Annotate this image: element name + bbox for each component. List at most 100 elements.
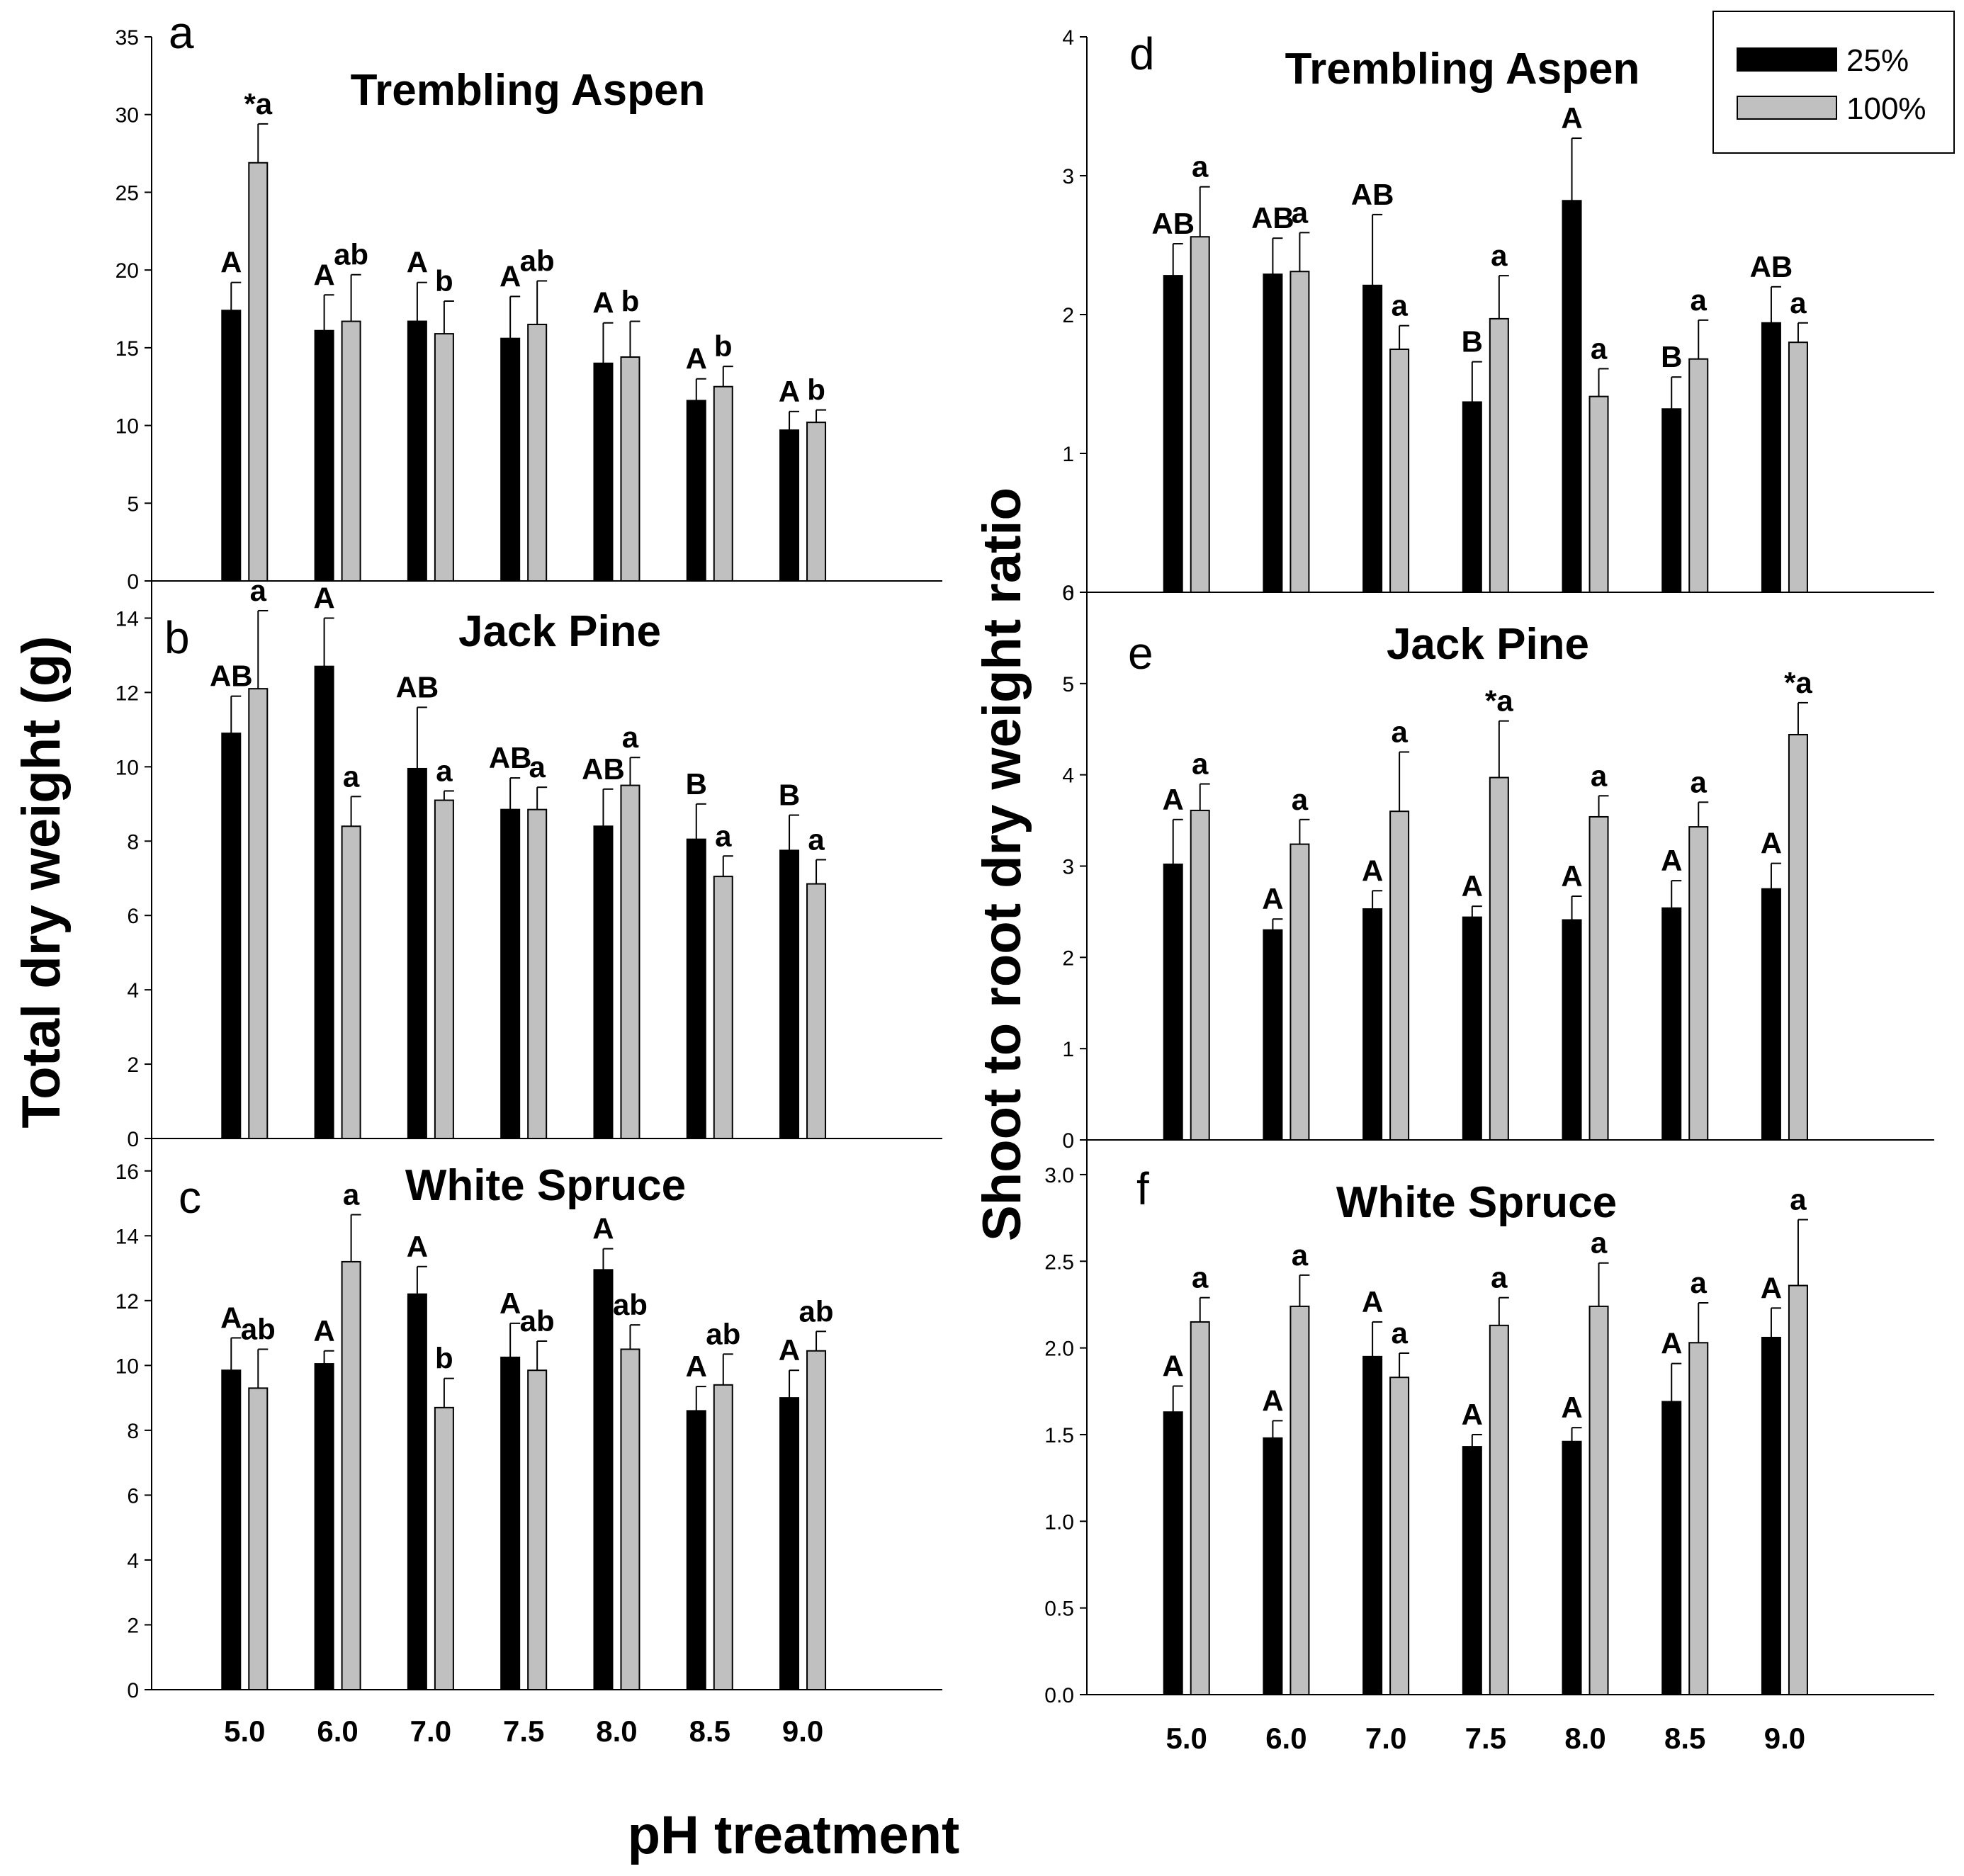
significance-label: A <box>686 1350 707 1383</box>
significance-label: a <box>529 750 546 784</box>
significance-label: A <box>500 1287 521 1320</box>
bar <box>1661 907 1682 1141</box>
legend-swatch-25 <box>1737 47 1837 72</box>
bar <box>527 1369 548 1690</box>
significance-label: a <box>808 823 825 857</box>
significance-label: A <box>779 1333 800 1367</box>
bar <box>1163 863 1183 1141</box>
y-tick-label: 3.0 <box>1044 1164 1074 1187</box>
y-tick-label: 0 <box>1062 1129 1074 1153</box>
y-tick-label: 20 <box>115 259 139 283</box>
significance-label: A <box>313 258 334 291</box>
significance-label: A <box>779 375 800 408</box>
significance-label: b <box>714 329 733 363</box>
y-tick-label: 12 <box>115 682 139 705</box>
significance-label: a <box>1790 286 1807 320</box>
significance-label: A <box>686 342 707 375</box>
y-tick-label: 2 <box>1062 304 1074 327</box>
y-tick-label: 10 <box>115 1355 139 1378</box>
bar <box>1588 395 1609 593</box>
category-label: 8.5 <box>1664 1722 1705 1755</box>
significance-label: a <box>1591 1226 1608 1260</box>
significance-label: A <box>500 259 521 293</box>
bar <box>221 1369 242 1690</box>
category-label: 5.0 <box>224 1714 265 1748</box>
significance-label: ab <box>706 1317 740 1350</box>
significance-label: a <box>1491 1261 1508 1294</box>
y-tick-label: 1.0 <box>1044 1510 1074 1534</box>
significance-label: A <box>1661 844 1682 877</box>
y-tick-label: 0 <box>127 1128 139 1151</box>
bar <box>1190 809 1210 1141</box>
significance-label: a <box>1192 150 1209 183</box>
y-tick-label: 1 <box>1062 1038 1074 1061</box>
y-tick-label: 8 <box>127 830 139 854</box>
significance-label: a <box>343 1178 360 1211</box>
bar <box>1688 826 1709 1141</box>
significance-label: a <box>1391 715 1408 748</box>
bar <box>1289 1305 1310 1695</box>
y-axis-title-left: Total dry weight (g) <box>11 635 72 1128</box>
y-tick-label: 0.0 <box>1044 1684 1074 1707</box>
panel-letter: b <box>164 612 190 663</box>
significance-label: A <box>1163 783 1184 816</box>
bar <box>1688 1342 1709 1696</box>
panel-letter: e <box>1128 628 1153 679</box>
significance-label: B <box>779 779 800 812</box>
bar <box>314 329 334 582</box>
bar <box>1263 273 1283 593</box>
bar <box>1688 358 1709 593</box>
y-tick-label: 3 <box>1062 856 1074 879</box>
significance-label: B <box>1661 340 1682 373</box>
significance-label: ab <box>334 238 368 271</box>
significance-label: AB <box>1351 178 1394 211</box>
significance-label: A <box>1462 869 1483 903</box>
bar <box>686 1410 706 1691</box>
bar <box>1489 1324 1509 1696</box>
category-label: 9.0 <box>1764 1722 1805 1755</box>
significance-label: AB <box>396 670 439 704</box>
significance-label: A <box>1561 1391 1582 1424</box>
bar <box>1562 200 1582 593</box>
bar <box>500 1356 521 1690</box>
y-tick-label: 1.5 <box>1044 1424 1074 1447</box>
bar <box>1389 1377 1410 1696</box>
bar <box>806 1350 827 1690</box>
significance-label: A <box>1761 1271 1782 1304</box>
significance-label: a <box>1292 1238 1309 1272</box>
significance-label: a <box>1192 1261 1209 1294</box>
bar <box>407 320 427 582</box>
significance-label: a <box>1790 1183 1807 1216</box>
significance-label: A <box>407 1230 428 1263</box>
significance-label: a <box>622 721 639 754</box>
bar <box>314 665 334 1139</box>
significance-label: A <box>220 246 242 279</box>
y-tick-label: 12 <box>115 1290 139 1313</box>
panel-letter: f <box>1136 1163 1149 1214</box>
bar <box>341 825 361 1140</box>
y-tick-label: 25 <box>115 181 139 205</box>
bar <box>1562 919 1582 1141</box>
bar <box>713 876 733 1139</box>
y-tick-label: 14 <box>115 1225 139 1248</box>
significance-label: ab <box>520 1304 555 1338</box>
y-tick-label: 3 <box>1062 165 1074 188</box>
y-tick-label: 4 <box>1062 26 1074 50</box>
legend: 25% 100% <box>1712 11 1955 154</box>
panel-title: White Spruce <box>405 1161 686 1210</box>
significance-label: a <box>1691 1266 1708 1299</box>
legend-label-25: 25% <box>1846 43 1909 78</box>
bar <box>407 1293 427 1690</box>
significance-label: AB <box>1151 207 1195 240</box>
significance-label: AB <box>1750 250 1793 283</box>
bar <box>779 429 800 582</box>
y-tick-label: 0 <box>1062 582 1074 605</box>
y-tick-label: 2 <box>127 1614 139 1637</box>
significance-label: a <box>715 819 732 852</box>
bar <box>620 784 640 1139</box>
bar <box>1163 1411 1183 1696</box>
bar <box>1263 929 1283 1141</box>
